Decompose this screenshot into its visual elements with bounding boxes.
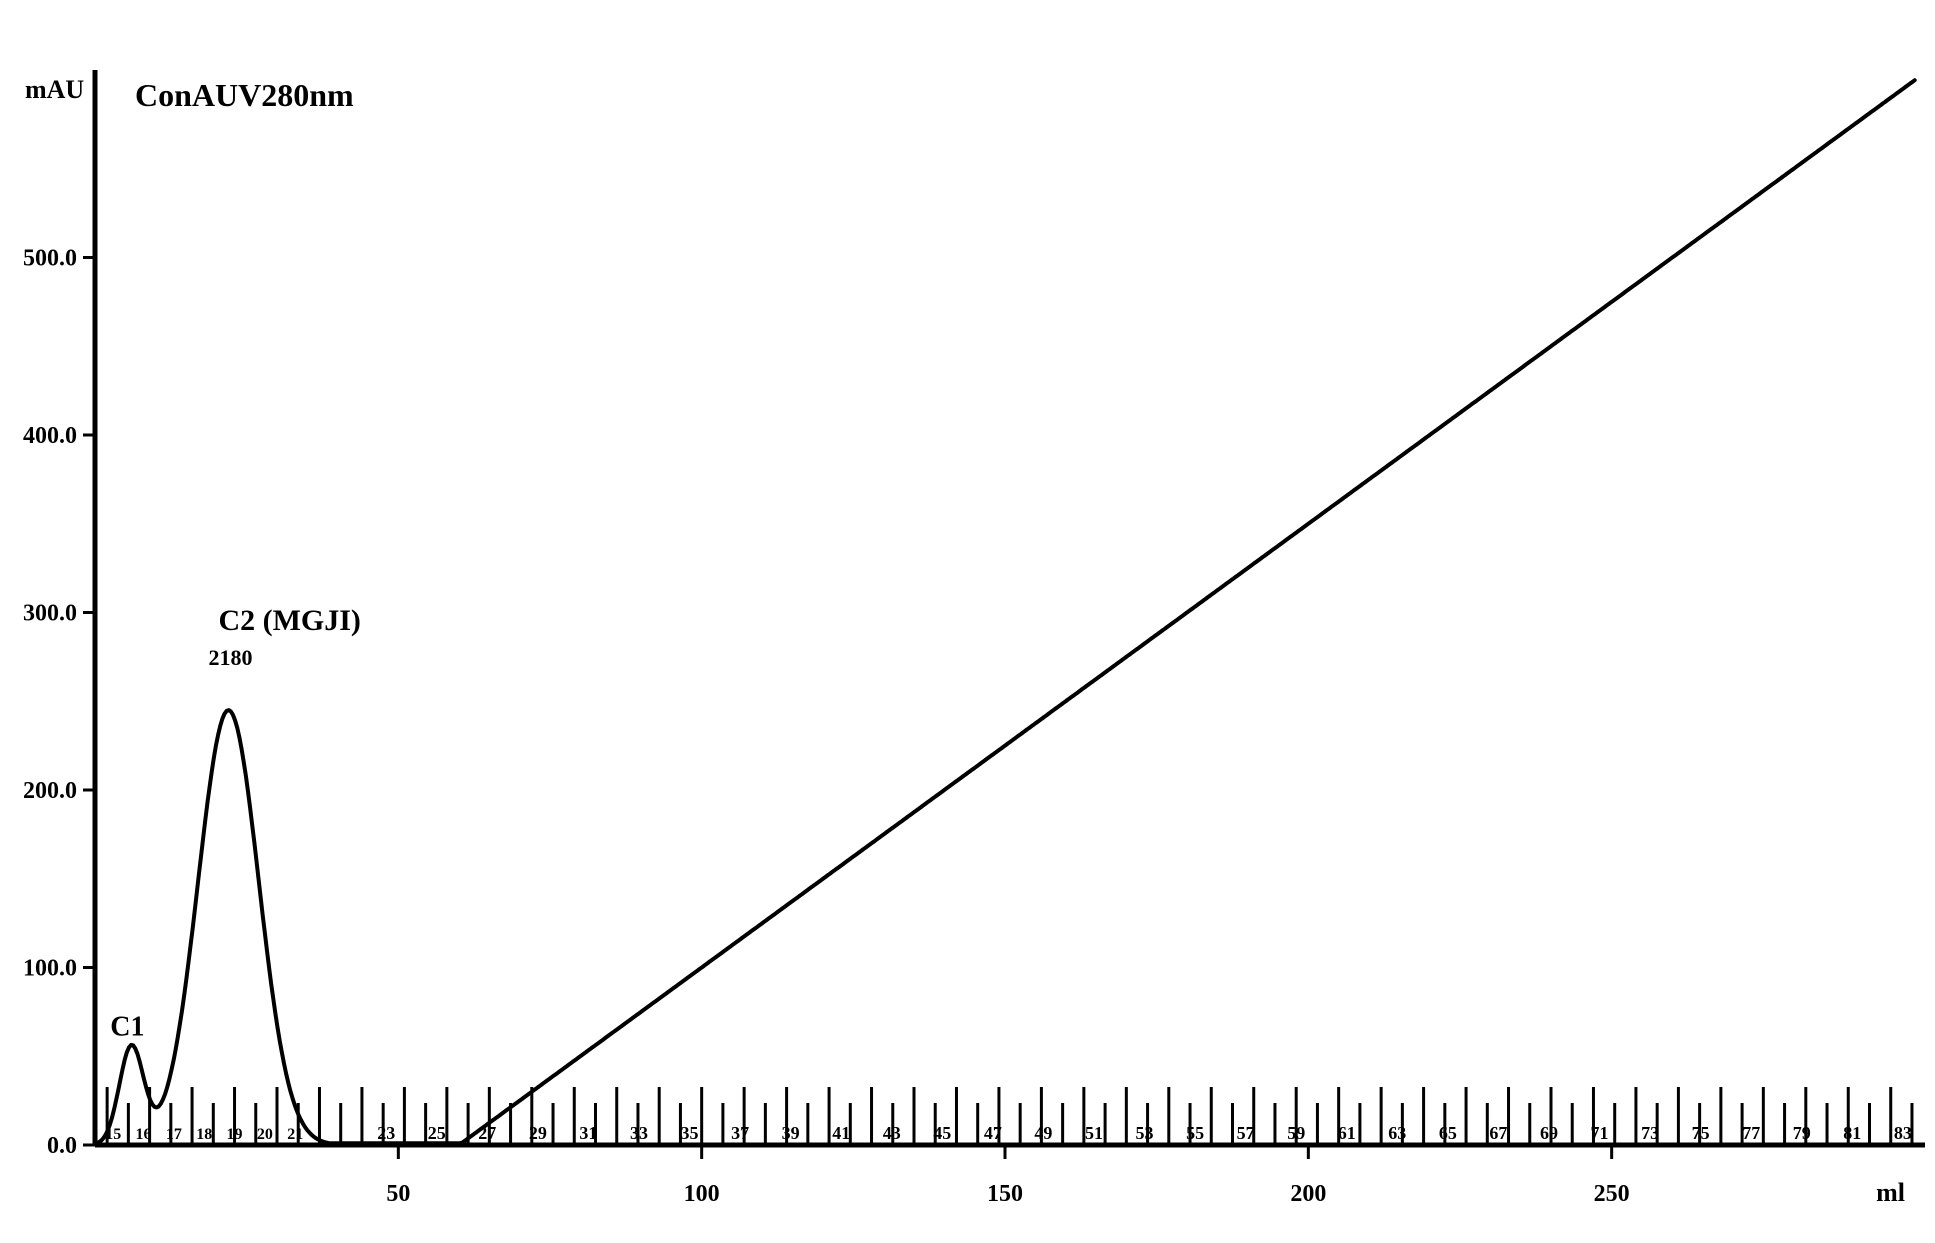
svg-text:150: 150 [987, 1181, 1023, 1207]
svg-text:45: 45 [933, 1123, 951, 1143]
svg-text:50: 50 [386, 1181, 410, 1207]
svg-text:200.0: 200.0 [23, 778, 77, 804]
svg-text:23: 23 [377, 1123, 395, 1143]
svg-text:51: 51 [1085, 1123, 1103, 1143]
svg-text:C2 (MGJI): C2 (MGJI) [218, 604, 360, 637]
svg-text:25: 25 [428, 1123, 446, 1143]
svg-text:71: 71 [1591, 1123, 1609, 1143]
svg-text:55: 55 [1186, 1123, 1204, 1143]
svg-text:65: 65 [1439, 1123, 1457, 1143]
svg-text:57: 57 [1237, 1123, 1255, 1143]
svg-text:300.0: 300.0 [23, 601, 77, 627]
svg-text:83: 83 [1894, 1123, 1912, 1143]
svg-text:100: 100 [684, 1181, 720, 1207]
chart-svg: 0.0 100.0 200.0 300.0 400.0 500.0 mAU 50 100 150 2… [0, 0, 1935, 1243]
chromatogram-chart: 0.0 100.0 200.0 300.0 400.0 500.0 mAU 50 100 150 2… [0, 0, 1935, 1243]
svg-text:400.0: 400.0 [23, 423, 77, 449]
svg-text:43: 43 [883, 1123, 901, 1143]
svg-text:63: 63 [1388, 1123, 1406, 1143]
svg-text:500.0: 500.0 [23, 246, 77, 272]
svg-text:2180: 2180 [208, 645, 252, 670]
svg-text:67: 67 [1489, 1123, 1507, 1143]
svg-text:mAU: mAU [25, 75, 84, 104]
svg-text:77: 77 [1742, 1123, 1760, 1143]
svg-text:17: 17 [166, 1126, 182, 1143]
svg-text:73: 73 [1641, 1123, 1659, 1143]
svg-text:37: 37 [731, 1123, 749, 1143]
svg-text:41: 41 [832, 1123, 850, 1143]
svg-text:250: 250 [1594, 1181, 1630, 1207]
svg-text:75: 75 [1692, 1123, 1710, 1143]
svg-text:47: 47 [984, 1123, 1002, 1143]
svg-text:ConAUV280nm: ConAUV280nm [135, 77, 354, 113]
svg-text:53: 53 [1136, 1123, 1154, 1143]
svg-text:49: 49 [1034, 1123, 1052, 1143]
svg-text:31: 31 [579, 1123, 597, 1143]
svg-text:79: 79 [1793, 1123, 1811, 1143]
svg-text:19: 19 [227, 1126, 243, 1143]
svg-text:33: 33 [630, 1123, 648, 1143]
svg-text:69: 69 [1540, 1123, 1558, 1143]
svg-text:81: 81 [1843, 1123, 1861, 1143]
svg-text:61: 61 [1338, 1123, 1356, 1143]
svg-text:ml: ml [1876, 1178, 1905, 1207]
svg-text:29: 29 [529, 1123, 547, 1143]
svg-text:200: 200 [1290, 1181, 1326, 1207]
svg-text:39: 39 [782, 1123, 800, 1143]
svg-text:18: 18 [196, 1126, 212, 1143]
svg-text:0.0: 0.0 [47, 1133, 77, 1159]
svg-text:59: 59 [1287, 1123, 1305, 1143]
svg-text:35: 35 [681, 1123, 699, 1143]
svg-text:21: 21 [287, 1126, 303, 1143]
svg-text:100.0: 100.0 [23, 956, 77, 982]
svg-text:20: 20 [257, 1126, 273, 1143]
svg-text:16: 16 [136, 1126, 152, 1143]
svg-text:C1: C1 [110, 1011, 144, 1042]
